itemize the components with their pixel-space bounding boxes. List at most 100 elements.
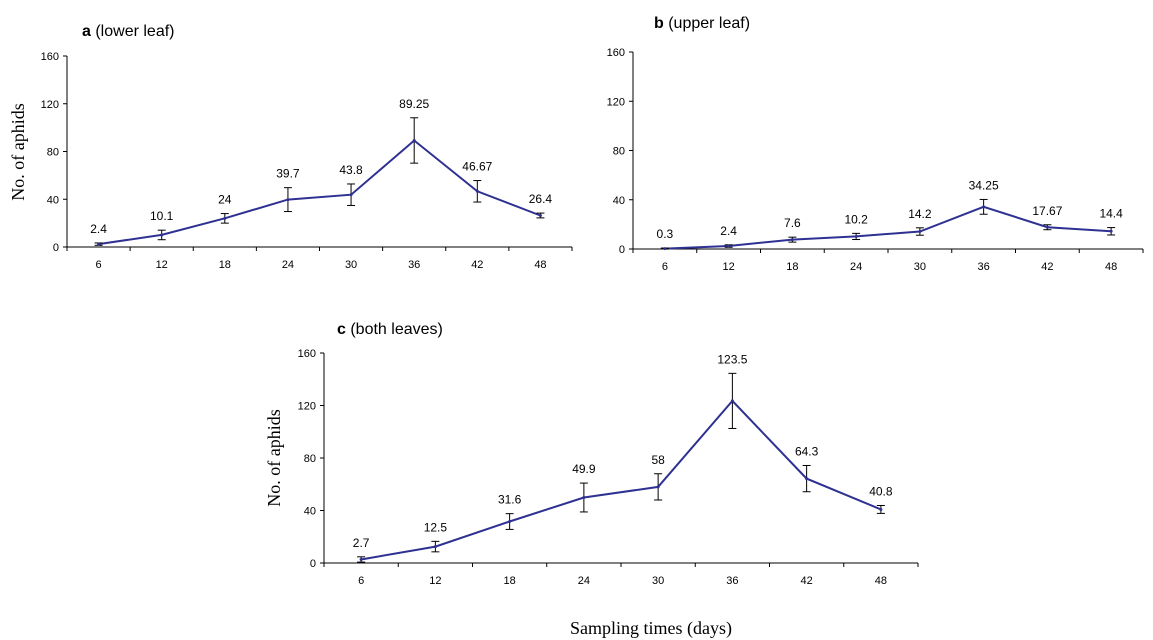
panel-c-y-axis-label: No. of aphids: [264, 409, 284, 507]
panel-c-x-tick-label: 6: [358, 575, 364, 587]
panel-b-data-label: 34.25: [969, 178, 999, 192]
panel-b-data-label: 0.3: [657, 227, 674, 241]
panel-c-data-point: [879, 507, 883, 511]
panel-c-title: c (both leaves): [337, 321, 443, 338]
panel-c-data-label: 58: [651, 453, 665, 467]
panel-b-data-point: [1045, 225, 1049, 229]
panel-c-x-tick-label: 18: [504, 575, 516, 587]
panel-b-data-point: [790, 238, 794, 242]
panel-b-data-label: 10.2: [844, 212, 868, 226]
panel-a-data-point: [349, 193, 353, 197]
panel-a-data-label: 2.4: [90, 222, 107, 236]
panel-a-series-line: [98, 139, 541, 246]
panel-a-letter: a: [82, 23, 91, 40]
panel-a-x-tick-label: 48: [534, 259, 546, 271]
panel-a-y-axis-label: No. of aphids: [8, 103, 28, 201]
panel-c-letter: c: [337, 321, 346, 338]
figure-x-axis-label: Sampling times (days): [570, 618, 732, 639]
panel-b-x-tick-label: 42: [1041, 261, 1053, 273]
panel-b-data-label: 17.67: [1032, 204, 1062, 218]
panel-a-x-tick-label: 24: [282, 259, 294, 271]
panel-c-series-line: [360, 399, 882, 561]
panel-b-data-point: [727, 244, 731, 248]
panel-c-x-tick-label: 24: [578, 575, 590, 587]
panel-a-data-label: 89.25: [399, 97, 429, 111]
panel-b-letter: b: [654, 15, 664, 32]
panel-a-data-point: [223, 216, 227, 220]
panel-c-data-point: [805, 477, 809, 481]
panel-c-x-tick-label: 48: [875, 575, 887, 587]
panel-a-data-point: [475, 189, 479, 193]
panel-c-y-tick-label: 120: [298, 401, 316, 413]
panel-c-data-point: [656, 485, 660, 489]
panel-b-title: b (upper leaf): [654, 15, 750, 32]
panel-a-y-tick-label: 0: [53, 242, 59, 254]
panel-b-y-tick-label: 80: [613, 146, 625, 158]
panel-a-x-tick-label: 18: [219, 259, 231, 271]
panel-a-x-tick-label: 30: [345, 259, 357, 271]
panel-c-x-tick-label: 42: [801, 575, 813, 587]
panel-b-x-tick-label: 30: [914, 261, 926, 273]
panel-c-data-label: 40.8: [869, 485, 893, 499]
panel-c-data-label: 123.5: [717, 352, 747, 366]
panel-c-x-tick-label: 12: [429, 575, 441, 587]
panel-a-y-tick-label: 80: [47, 147, 59, 159]
panel-c-x-tick-label: 36: [726, 575, 738, 587]
panel-b-x-tick-label: 24: [850, 261, 862, 273]
panel-a-y-tick-label: 40: [47, 194, 59, 206]
panel-b-x-tick-label: 48: [1105, 261, 1117, 273]
panel-b-x-tick-label: 6: [662, 261, 668, 273]
panel-b-series-line: [664, 205, 1112, 250]
panel-a-data-label: 24: [218, 193, 232, 207]
panel-c-y-tick-label: 0: [310, 558, 316, 570]
panel-a-data-label: 10.1: [150, 209, 174, 223]
panel-c-y-tick-label: 160: [298, 348, 316, 360]
panel-c-x-tick-label: 30: [652, 575, 664, 587]
panel-a-subtitle: (lower leaf): [91, 23, 175, 40]
panel-b-subtitle: (upper leaf): [664, 15, 750, 32]
panel-b-data-point: [982, 205, 986, 209]
panel-c-data-label: 2.7: [353, 536, 370, 550]
panel-a-data-label: 39.7: [276, 167, 300, 181]
panel-c-data-point: [433, 545, 437, 549]
panel-c-y-tick-label: 40: [304, 506, 316, 518]
panel-a-x-tick-label: 42: [471, 259, 483, 271]
panel-b-data-point: [663, 247, 667, 251]
panel-b-x-tick-label: 12: [723, 261, 735, 273]
panel-a-data-point: [538, 213, 542, 217]
panel-c-data-point: [508, 520, 512, 524]
panel-a-data-label: 43.8: [339, 163, 363, 177]
panel-b-data-label: 2.4: [720, 224, 737, 238]
panel-a-data-point: [286, 198, 290, 202]
panel-b-data-label: 14.4: [1099, 207, 1123, 221]
panel-c-data-label: 31.6: [498, 493, 522, 507]
panel-a-x-tick-label: 12: [156, 259, 168, 271]
panel-b-y-tick-label: 160: [607, 47, 625, 59]
panel-b-x-tick-label: 36: [978, 261, 990, 273]
panel-c-y-tick-label: 80: [304, 453, 316, 465]
panel-c-data-point: [582, 496, 586, 500]
panel-b-y-tick-label: 40: [613, 195, 625, 207]
panel-b-data-label: 7.6: [784, 216, 801, 230]
panel-b-data-label: 14.2: [908, 207, 932, 221]
panel-a-title: a (lower leaf): [82, 23, 174, 40]
panel-a-data-point: [160, 233, 164, 237]
panel-c-data-point: [730, 399, 734, 403]
panel-a-x-tick-label: 6: [96, 259, 102, 271]
panel-a-data-label: 46.67: [462, 160, 492, 174]
panel-c-subtitle: (both leaves): [346, 321, 443, 338]
panel-b-data-point: [1109, 229, 1113, 233]
panel-a-x-tick-label: 36: [408, 259, 420, 271]
panel-b-data-point: [918, 230, 922, 234]
panel-a-data-point: [412, 138, 416, 142]
panel-c-data-label: 49.9: [572, 462, 596, 476]
panel-c-data-point: [359, 557, 363, 561]
panel-a-y-tick-label: 120: [41, 99, 59, 111]
panel-a-data-point: [97, 242, 101, 246]
panel-b-x-tick-label: 18: [786, 261, 798, 273]
panel-c-data-label: 12.5: [424, 520, 448, 534]
panel-a-data-label: 26.4: [529, 192, 553, 206]
panel-b-y-tick-label: 120: [607, 96, 625, 108]
panel-c-data-label: 64.3: [795, 444, 819, 458]
